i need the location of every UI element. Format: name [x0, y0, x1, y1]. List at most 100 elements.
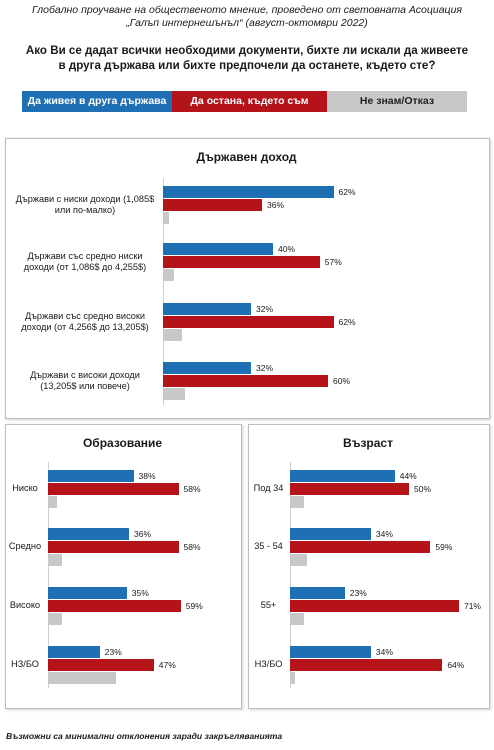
category-label-line: НЗ/БО [11, 659, 39, 670]
bar-stay-education-1 [48, 541, 179, 553]
bar-dont-know-education-1 [48, 554, 62, 566]
category-label-line: Държави със средно високи [24, 310, 146, 321]
category-label-line: Държави със средно ниски [27, 250, 143, 261]
bar-stay-education-2 [48, 600, 181, 612]
chart-title-education: Образование [82, 436, 163, 450]
category-label-line: 35 - 54 [254, 541, 283, 552]
category-label-line: 55+ [260, 600, 277, 611]
bar-stay-age-2 [290, 600, 459, 612]
category-label-line: Средно [8, 541, 42, 552]
survey-header-line-1: Глобално проучване на общественото мнени… [31, 4, 463, 16]
category-label-line: Държави с високи доходи [30, 369, 140, 380]
legend-leave: Да живея в друга държава [22, 91, 172, 112]
bar-leave-income-3 [163, 362, 251, 374]
bar-dont-know-education-0 [48, 496, 57, 508]
category-label-education-2: Високо [8, 600, 42, 612]
bar-leave-age-0 [290, 470, 395, 482]
value-label-leave-education-0: 38% [138, 471, 156, 481]
category-label-age-3: НЗ/БО [250, 659, 287, 671]
category-label-education-3: НЗ/БО [8, 659, 42, 671]
category-label-line: (13,205$ или повече) [40, 381, 130, 391]
bar-stay-income-2 [163, 316, 334, 328]
value-label-leave-income-1: 40% [278, 244, 296, 254]
bar-stay-age-3 [290, 659, 443, 671]
chart-title-income: Държавен доход [196, 150, 297, 164]
value-label-stay-income-3: 60% [333, 376, 351, 386]
bar-dont-know-income-1 [163, 269, 174, 281]
value-label-leave-income-0: 62% [338, 187, 356, 197]
category-label-line: доходи (от 1,086$ до 4,255$) [23, 262, 147, 272]
category-label-age-2: 55+ [250, 600, 287, 612]
question-line-1: Ако Ви се дадат всички необходими докуме… [25, 44, 469, 57]
bar-dont-know-age-2 [290, 613, 305, 625]
value-label-stay-age-1: 59% [435, 542, 453, 552]
value-label-leave-age-1: 34% [375, 529, 393, 539]
legend-dont-know: Не знам/Отказ [327, 91, 467, 112]
category-label-age-0: Под 34 [250, 483, 287, 495]
category-label-line: Ниско [12, 483, 38, 494]
legend-stay: Да остана, където съм [172, 91, 327, 112]
value-label-stay-education-1: 58% [183, 542, 201, 552]
bar-leave-education-0 [48, 470, 134, 482]
category-label-age-1: 35 - 54 [250, 541, 287, 553]
bar-leave-income-0 [163, 186, 334, 198]
category-label-line: или по-малко) [54, 205, 116, 215]
category-label-line: НЗ/БО [254, 659, 283, 670]
chart-title-age: Възраст [343, 436, 393, 450]
category-label-education-0: Ниско [8, 483, 42, 495]
bar-dont-know-income-3 [163, 388, 185, 400]
bar-stay-income-1 [163, 256, 320, 268]
category-label-line: Държави с ниски доходи (1,085$ [15, 193, 155, 204]
bar-leave-income-2 [163, 303, 251, 315]
value-label-stay-age-3: 64% [447, 660, 465, 670]
bar-stay-income-3 [163, 375, 328, 387]
value-label-leave-education-1: 36% [134, 529, 152, 539]
bar-dont-know-education-2 [48, 613, 62, 625]
bar-leave-income-1 [163, 243, 273, 255]
bar-leave-age-3 [290, 646, 371, 658]
value-label-stay-income-1: 57% [324, 257, 342, 267]
value-label-leave-education-2: 35% [131, 588, 149, 598]
value-label-stay-age-0: 50% [414, 484, 432, 494]
category-label-line: Високо [9, 600, 41, 611]
bar-stay-age-1 [290, 541, 431, 553]
category-label-income-1: Държави със средно ниски доходи (от 1,086… [14, 251, 156, 274]
bar-stay-education-3 [48, 659, 154, 671]
value-label-leave-age-3: 34% [375, 647, 393, 657]
bar-leave-education-1 [48, 528, 129, 540]
bar-leave-education-3 [48, 646, 100, 658]
axis-line-age [290, 462, 291, 688]
survey-header-line-2: „Галъп интернешънъл“ (август-октомври 20… [126, 17, 368, 29]
category-label-line: Под 34 [253, 483, 284, 494]
bar-leave-age-2 [290, 587, 345, 599]
category-label-income-0: Държави с ниски доходи (1,085$ или по-мал… [14, 194, 156, 217]
footnote: Възможни са минимални отклонения заради … [6, 731, 283, 741]
value-label-stay-income-2: 62% [338, 317, 356, 327]
category-label-line: доходи (от 4,256$ до 13,205$) [21, 322, 149, 332]
bar-stay-income-0 [163, 199, 262, 211]
bar-dont-know-income-2 [163, 329, 183, 341]
value-label-stay-education-3: 47% [158, 660, 176, 670]
bar-leave-age-1 [290, 528, 371, 540]
value-label-stay-education-0: 58% [183, 484, 201, 494]
bar-dont-know-age-1 [290, 554, 307, 566]
value-label-leave-age-0: 44% [399, 471, 417, 481]
axis-line-education [48, 462, 49, 688]
bar-dont-know-education-3 [48, 672, 116, 684]
value-label-leave-income-2: 32% [256, 304, 274, 314]
question-text: Ако Ви се дадат всички необходими докуме… [0, 43, 494, 73]
question-line-2: в друга държава или бихте предпочели да … [58, 59, 436, 72]
bar-dont-know-income-0 [163, 212, 169, 224]
value-label-leave-education-3: 23% [104, 647, 122, 657]
bar-leave-education-2 [48, 587, 127, 599]
bar-dont-know-age-0 [290, 496, 305, 508]
value-label-stay-education-2: 59% [185, 601, 203, 611]
category-label-income-3: Държави с високи доходи (13,205$ или пове… [14, 370, 156, 393]
category-label-income-2: Държави със средно високи доходи (от 4,25… [14, 311, 156, 334]
axis-line-income [163, 178, 164, 405]
category-label-education-1: Средно [8, 541, 42, 553]
value-label-stay-income-0: 36% [267, 200, 285, 210]
value-label-leave-income-3: 32% [256, 363, 274, 373]
bar-dont-know-age-3 [290, 672, 295, 684]
bar-stay-education-0 [48, 483, 179, 495]
